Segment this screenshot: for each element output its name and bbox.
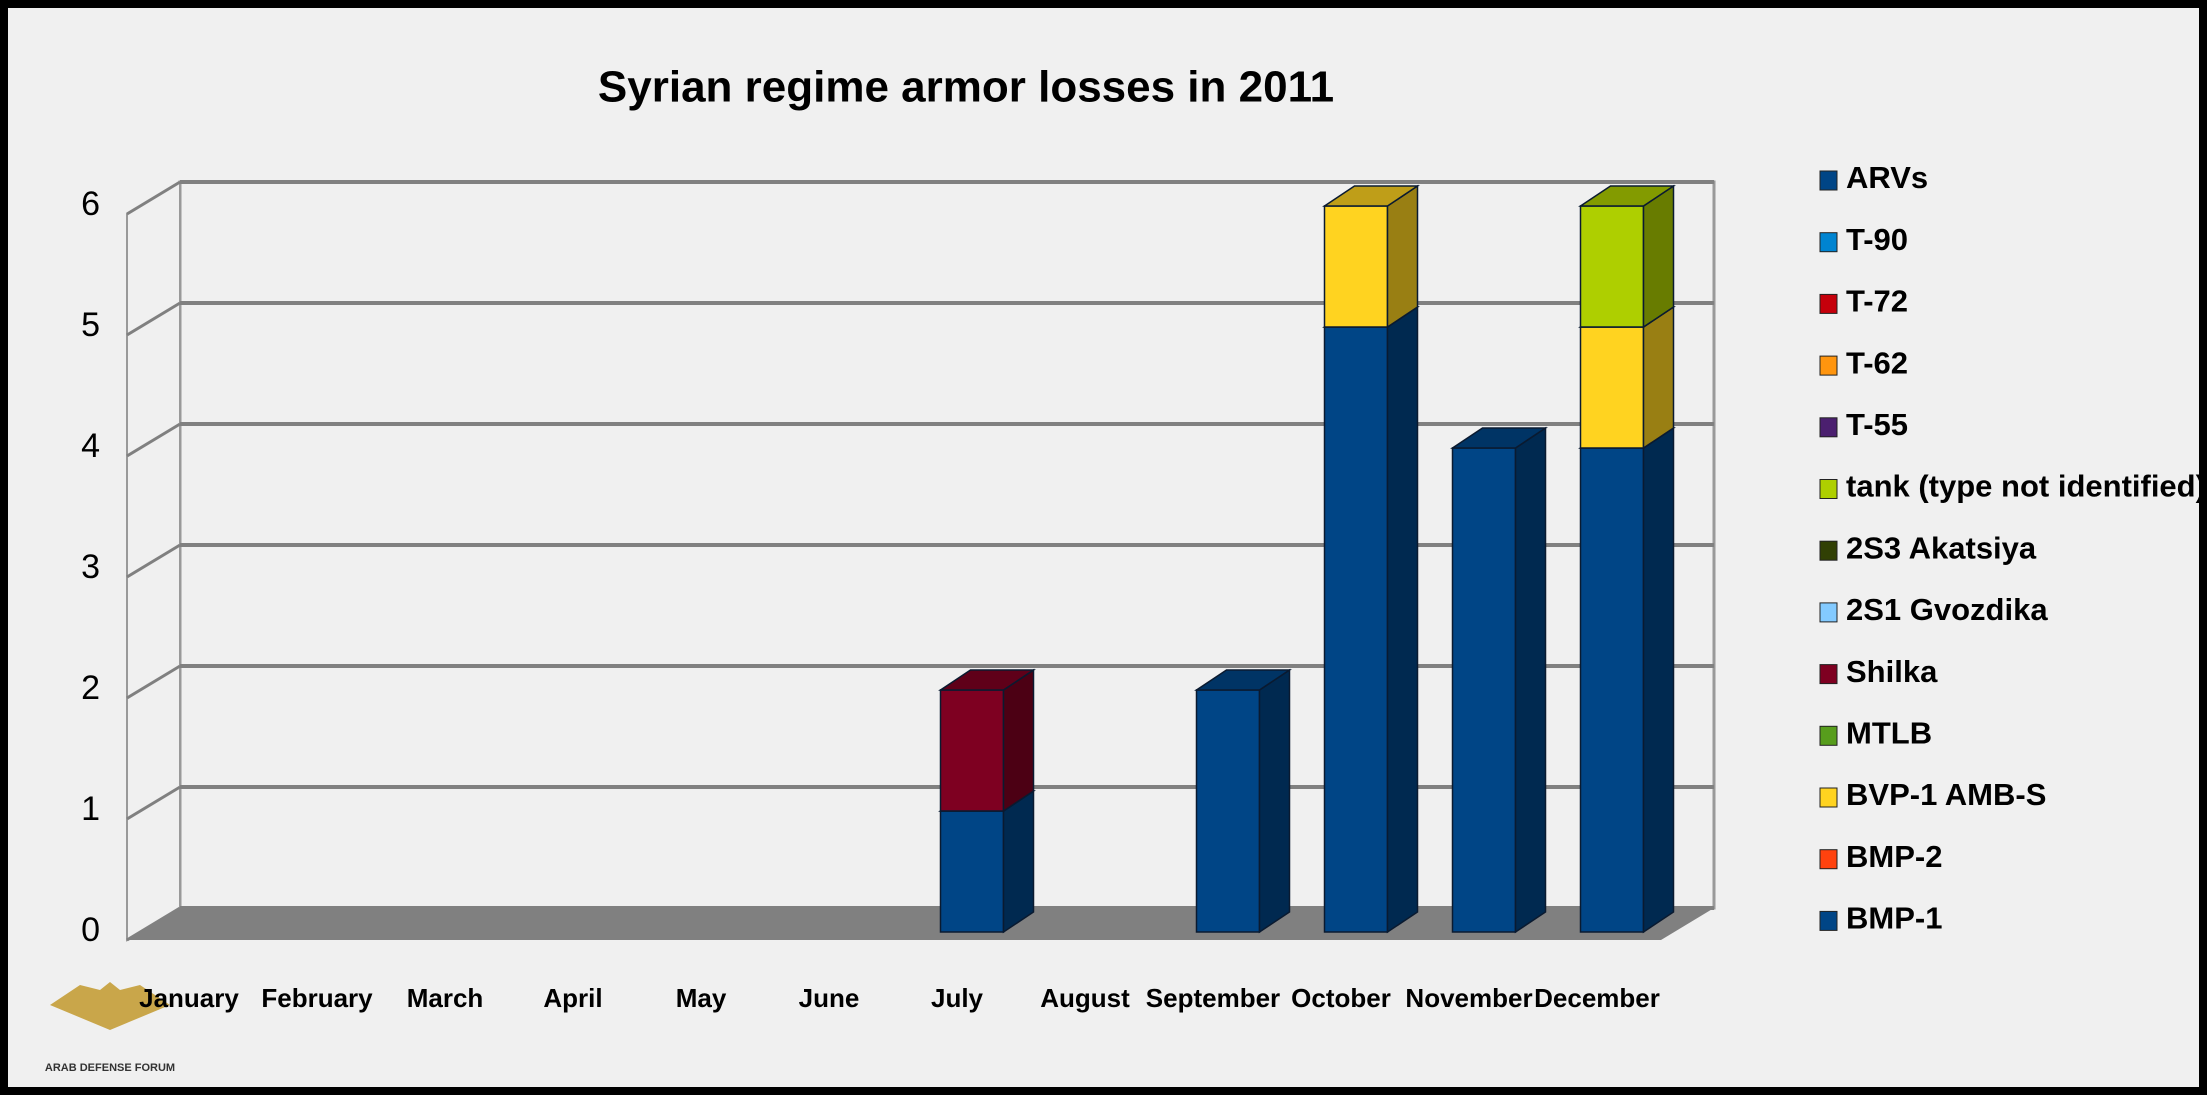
legend-swatch bbox=[1819, 355, 1838, 376]
bar-side bbox=[1642, 184, 1675, 329]
x-tick-label: April bbox=[543, 983, 602, 1013]
legend-label: T-72 bbox=[1846, 284, 1908, 319]
y-tick-label: 2 bbox=[81, 669, 100, 707]
x-tick-label: August bbox=[1040, 983, 1130, 1013]
bar-top bbox=[1322, 185, 1420, 207]
x-tick-label: July bbox=[931, 983, 984, 1013]
legend-label: T-90 bbox=[1846, 222, 1908, 257]
legend-swatch bbox=[1819, 479, 1838, 499]
legend-label: 2S1 Gvozdika bbox=[1846, 592, 2048, 627]
legend-swatch bbox=[1819, 602, 1838, 623]
grid-line-side bbox=[126, 785, 181, 821]
x-tick-label: November bbox=[1405, 983, 1532, 1013]
x-tick-label: December bbox=[1534, 983, 1660, 1013]
bar-side bbox=[1002, 789, 1035, 934]
y-tick-label: 1 bbox=[81, 790, 100, 828]
grid-line-side bbox=[126, 301, 181, 337]
legend-swatch bbox=[1819, 787, 1838, 808]
bar-side bbox=[1258, 668, 1291, 934]
bar-segment bbox=[939, 810, 1005, 933]
legend-swatch bbox=[1819, 849, 1838, 870]
legend-label: tank (type not identified) bbox=[1846, 469, 2206, 504]
y-tick-label: 3 bbox=[81, 548, 100, 586]
legend-swatch bbox=[1819, 293, 1838, 314]
x-tick-label: May bbox=[676, 983, 727, 1013]
legend-label: T-55 bbox=[1846, 407, 1908, 442]
legend-label: 2S3 Akatsiya bbox=[1846, 530, 2037, 565]
legend-swatch bbox=[1819, 170, 1838, 191]
bar-segment bbox=[1579, 326, 1645, 449]
legend-swatch bbox=[1819, 910, 1838, 931]
legend-label: BVP-1 AMB-S bbox=[1846, 777, 2046, 812]
legend-label: BMP-1 bbox=[1846, 901, 1942, 936]
legend-label: BMP-2 bbox=[1846, 839, 1942, 874]
bar-segment bbox=[939, 689, 1005, 812]
y-tick-label: 0 bbox=[81, 911, 100, 949]
x-tick-label: September bbox=[1146, 983, 1280, 1013]
legend-swatch bbox=[1819, 725, 1838, 746]
bar-top bbox=[1194, 669, 1292, 691]
x-tick-label: January bbox=[139, 983, 239, 1013]
legend-swatch bbox=[1819, 417, 1838, 438]
x-tick-label: March bbox=[407, 983, 484, 1013]
bar-segment bbox=[1323, 205, 1389, 328]
bar-side bbox=[1642, 305, 1675, 450]
grid-line-side bbox=[126, 543, 181, 579]
legend-label: T-62 bbox=[1846, 345, 1908, 380]
legend-swatch bbox=[1819, 664, 1838, 685]
grid-line-side bbox=[126, 906, 181, 942]
bar-segment bbox=[1323, 326, 1389, 933]
grid-line-side bbox=[126, 664, 181, 700]
floor bbox=[127, 908, 1714, 940]
watermark-logo bbox=[50, 982, 170, 1030]
bar-top bbox=[1450, 427, 1548, 449]
bar-segment bbox=[1451, 447, 1517, 933]
legend-label: MTLB bbox=[1846, 715, 1932, 750]
grid-line-side bbox=[126, 180, 181, 216]
bar-side bbox=[1386, 305, 1419, 934]
bar-segment bbox=[1195, 689, 1261, 933]
bar-top bbox=[1578, 185, 1676, 207]
bar-segment bbox=[1579, 447, 1645, 933]
legend-label: ARVs bbox=[1846, 160, 1928, 195]
legend-label: Shilka bbox=[1846, 654, 1938, 689]
grid-line-side bbox=[126, 422, 181, 458]
bar-segment bbox=[1579, 205, 1645, 328]
bar-side bbox=[1002, 668, 1035, 813]
chart-title: Syrian regime armor losses in 2011 bbox=[598, 63, 1334, 112]
bar-side bbox=[1642, 426, 1675, 934]
legend-swatch bbox=[1819, 540, 1838, 561]
y-tick-label: 5 bbox=[81, 306, 100, 344]
watermark: ARAB DEFENSE FORUM bbox=[45, 1062, 175, 1074]
x-tick-label: February bbox=[261, 983, 373, 1013]
bar-side bbox=[1386, 184, 1419, 329]
legend-swatch bbox=[1819, 232, 1838, 253]
x-tick-label: June bbox=[799, 983, 860, 1013]
y-tick-label: 6 bbox=[81, 185, 100, 223]
bar-top bbox=[938, 669, 1036, 691]
x-tick-label: October bbox=[1291, 983, 1391, 1013]
bar-side bbox=[1514, 426, 1547, 934]
y-tick-label: 4 bbox=[81, 427, 100, 465]
